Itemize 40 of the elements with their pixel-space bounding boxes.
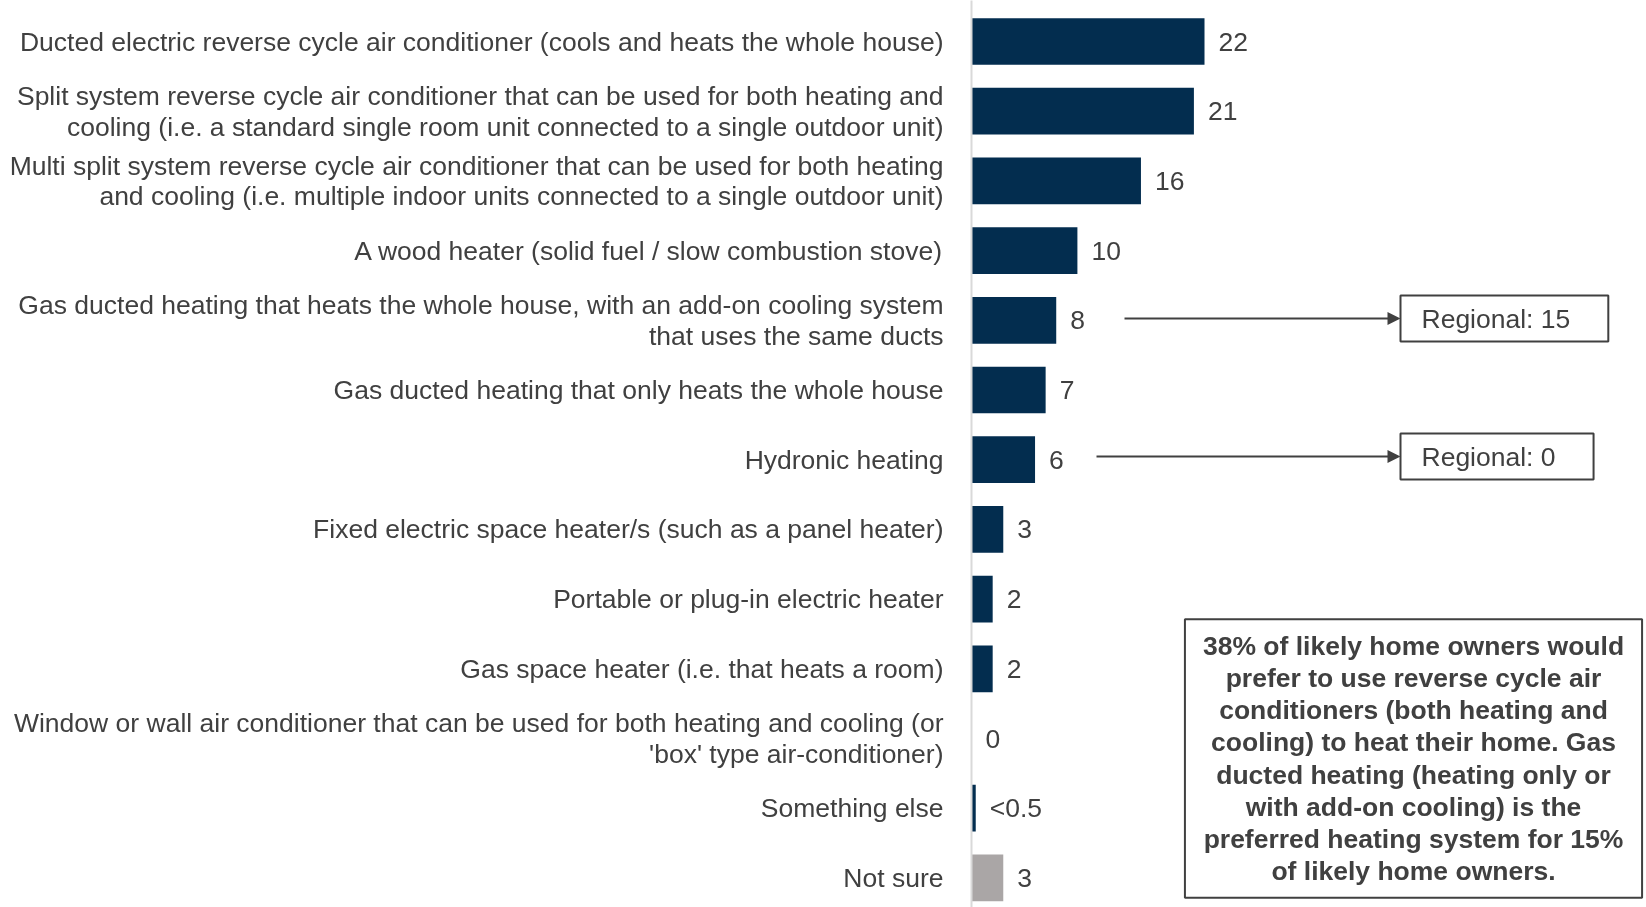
bar — [971, 366, 1046, 414]
bar — [971, 854, 1004, 902]
bar — [971, 157, 1141, 205]
data-label: 0 — [985, 723, 1001, 754]
y-tick-label: Window or wall air conditioner that can be used for both heating and cooling (or 'box' type air-conditioner) — [13, 708, 944, 769]
data-label: 2 — [1006, 584, 1022, 615]
y-tick-label: Gas ducted heating that only heats the whole house — [333, 375, 944, 405]
data-label: 3 — [1017, 514, 1033, 545]
data-label: 10 — [1091, 235, 1121, 266]
y-tick-label: Multi split system reverse cycle air conditioner that can be used for both heating and cooling (i.e. multiple indoor units connected to a single outdoor unit) — [9, 150, 944, 212]
bar — [971, 227, 1078, 274]
data-label: 16 — [1154, 165, 1185, 196]
bar — [971, 436, 1036, 484]
bar — [971, 645, 993, 693]
y-tick-label: Ducted electric reverse cycle air conditioner (cools and heats the whole house) — [19, 26, 944, 57]
y-tick-label: Not sure — [843, 862, 944, 893]
bar — [971, 18, 1205, 65]
bar — [971, 296, 1057, 344]
y-tick-label: Split system reverse cycle air conditioner that can be used for both heating and cooling (i.e. a standard single room unit connected to a single outdoor unit) — [16, 80, 944, 142]
data-label: <0.5 — [989, 793, 1043, 824]
bar — [971, 506, 1004, 553]
y-tick-label: Fixed electric space heater/s (such as a panel heater) — [313, 514, 944, 545]
y-tick-label: Gas ducted heating that heats the whole house, with an add-on cooling system that uses the same ducts — [18, 290, 944, 351]
data-label: 2 — [1006, 653, 1022, 684]
y-tick-label: Something else — [760, 793, 944, 824]
data-label: 8 — [1070, 305, 1085, 336]
text: Regional: 15 — [1421, 303, 1571, 334]
data-label: 21 — [1207, 96, 1238, 127]
data-label: 22 — [1218, 26, 1248, 57]
annotation: 38% of likely home owners would prefer to use reverse cycle air conditioners (both heating and cooling) to heat their home. Gas ducted heating (heating only or with add-on cooling) is the preferred heating system for 15% of likely home owners. — [1202, 631, 1625, 886]
text: Regional: 0 — [1421, 441, 1556, 472]
y-tick-label: Gas space heater (i.e. that heats a room) — [460, 653, 944, 684]
data-label: 3 — [1017, 862, 1033, 893]
data-label: 6 — [1049, 444, 1064, 475]
bar — [971, 575, 993, 623]
bar — [971, 87, 1194, 135]
y-tick-label: Hydronic heating — [744, 444, 944, 475]
y-tick-label: Portable or plug-in electric heater — [553, 584, 944, 615]
data-label: 7 — [1059, 375, 1075, 405]
y-tick-label: A wood heater (solid fuel / slow combustion stove) — [354, 235, 943, 266]
